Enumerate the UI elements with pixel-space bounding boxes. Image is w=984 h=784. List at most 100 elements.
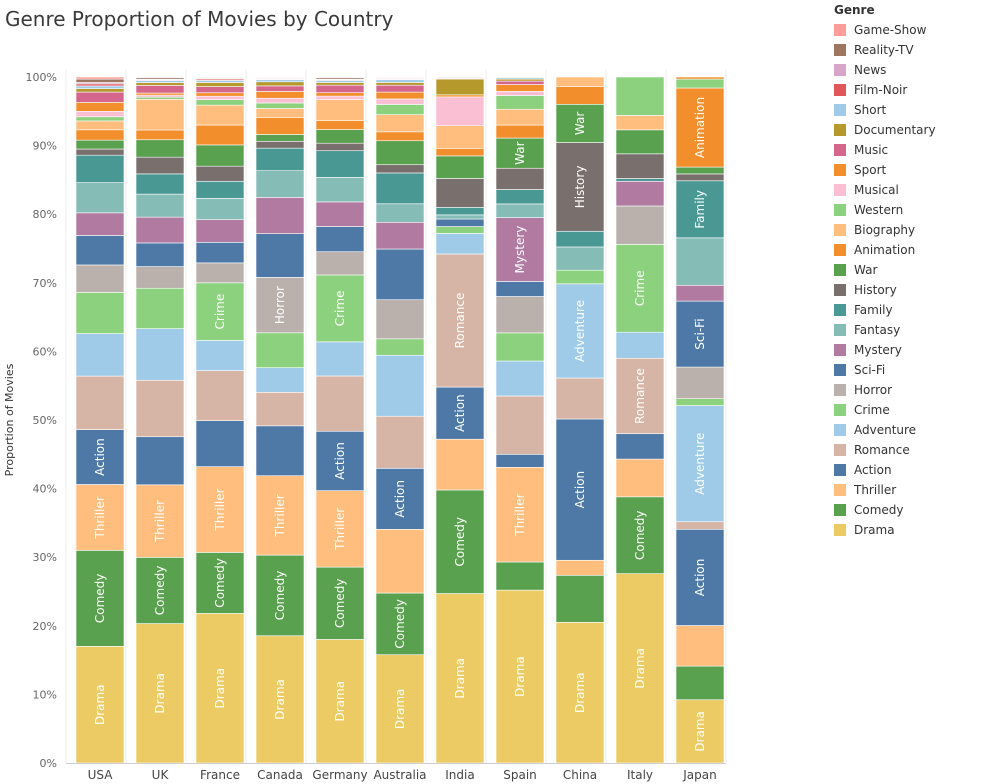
legend-item[interactable]: Drama: [834, 520, 936, 540]
y-tick-label: 100%: [26, 71, 57, 84]
legend-item[interactable]: Mystery: [834, 340, 936, 360]
bar-segment-western: [195, 99, 245, 106]
bar-segment-game-show: [315, 76, 365, 78]
bar-segment-horror: [675, 366, 725, 399]
legend-item[interactable]: Film-Noir: [834, 80, 936, 100]
bar-segment-musical: [375, 98, 425, 105]
bar-segment-documentary: [435, 78, 485, 96]
bar-segment-thriller: [75, 484, 125, 551]
legend-item[interactable]: Adventure: [834, 420, 936, 440]
bar-segment-romance: [555, 377, 605, 420]
segment-label: War: [513, 141, 527, 164]
legend-swatch: [834, 244, 846, 256]
legend-label: Animation: [854, 243, 916, 257]
bar-segment-horror: [315, 251, 365, 276]
bar-segment-adventure: [675, 405, 725, 523]
bar-segment-western: [75, 116, 125, 122]
bar-segment-comedy: [495, 561, 545, 591]
legend-item[interactable]: War: [834, 260, 936, 280]
legend-item[interactable]: Action: [834, 460, 936, 480]
bar-segment-romance: [495, 395, 545, 455]
bar-segment-crime: [135, 287, 185, 329]
legend-swatch: [834, 164, 846, 176]
bar-segment-sci-fi: [675, 300, 725, 368]
bar-segment-war: [255, 134, 305, 142]
legend-item[interactable]: History: [834, 280, 936, 300]
bar-segment-action: [675, 528, 725, 626]
legend-item[interactable]: Documentary: [834, 120, 936, 140]
bar-segment-history: [375, 164, 425, 174]
segment-label: Action: [333, 442, 347, 480]
bar-segment-drama: [375, 654, 425, 764]
bar-segment-romance: [315, 375, 365, 432]
segment-label: Romance: [633, 368, 647, 424]
bar-segment-war: [555, 104, 605, 143]
bar-segment-game-show: [75, 76, 125, 80]
legend-swatch: [834, 284, 846, 296]
y-axis-label: Proportion of Movies: [3, 363, 16, 476]
segment-label: Thriller: [333, 508, 347, 551]
bar-segment-war: [315, 129, 365, 144]
bar-segment-adventure: [75, 333, 125, 377]
legend-swatch: [834, 24, 846, 36]
bar-segment-fantasy: [75, 182, 125, 214]
segment-label: Thriller: [153, 500, 167, 543]
bar-segment-mystery: [615, 180, 665, 207]
legend-label: Comedy: [854, 503, 904, 517]
bar-segment-history: [135, 156, 185, 175]
bar-segment-animation: [675, 87, 725, 168]
bar-segment-biography: [495, 108, 545, 126]
legend-item[interactable]: News: [834, 60, 936, 80]
segment-label: War: [573, 112, 587, 135]
legend-item[interactable]: Animation: [834, 240, 936, 260]
legend-item[interactable]: Fantasy: [834, 320, 936, 340]
legend-label: Biography: [854, 223, 916, 237]
legend-item[interactable]: Short: [834, 100, 936, 120]
y-tick-label: 30%: [33, 551, 57, 564]
legend-swatch: [834, 124, 846, 136]
bar-segment-animation: [315, 120, 365, 130]
bar-segment-horror: [495, 296, 545, 334]
segment-label: Drama: [513, 656, 527, 697]
legend-item[interactable]: Comedy: [834, 500, 936, 520]
legend-item[interactable]: Biography: [834, 220, 936, 240]
bar-segment-short: [375, 79, 425, 83]
bar-segment-game-show: [195, 76, 245, 78]
legend-item[interactable]: Sport: [834, 160, 936, 180]
bar-segment-game-show: [255, 76, 305, 78]
legend-item[interactable]: Musical: [834, 180, 936, 200]
legend-item[interactable]: Western: [834, 200, 936, 220]
legend-item[interactable]: Reality-TV: [834, 40, 936, 60]
bar-segment-short: [315, 80, 365, 83]
y-tick-label: 0%: [40, 757, 57, 770]
bar-segment-mystery: [315, 201, 365, 227]
legend-label: History: [854, 283, 897, 297]
bar-segment-comedy: [135, 557, 185, 624]
legend-item[interactable]: Crime: [834, 400, 936, 420]
legend-item[interactable]: Thriller: [834, 480, 936, 500]
bar-segment-animation: [435, 148, 485, 157]
bar-segment-family: [435, 207, 485, 216]
bar-segment-short: [255, 79, 305, 83]
bar-segment-war: [495, 137, 545, 169]
legend-item[interactable]: Horror: [834, 380, 936, 400]
legend-item[interactable]: Music: [834, 140, 936, 160]
legend-item[interactable]: Sci-Fi: [834, 360, 936, 380]
bar-segment-war: [195, 144, 245, 167]
bar-segment-horror: [375, 299, 425, 340]
legend-item[interactable]: Family: [834, 300, 936, 320]
segment-label: Drama: [93, 684, 107, 725]
bar-segment-crime: [495, 332, 545, 362]
bar-segment-fantasy: [255, 170, 305, 198]
bar-segment-romance: [435, 253, 485, 388]
legend-label: Sport: [854, 163, 887, 177]
legend-swatch: [834, 444, 846, 456]
legend-swatch: [834, 104, 846, 116]
bar-segment-western: [255, 102, 305, 109]
bar-segment-horror: [195, 262, 245, 284]
legend-item[interactable]: Game-Show: [834, 20, 936, 40]
bar-segment-adventure: [135, 328, 185, 381]
legend-title: Genre: [834, 3, 875, 17]
legend-item[interactable]: Romance: [834, 440, 936, 460]
bar-segment-drama: [315, 639, 365, 764]
